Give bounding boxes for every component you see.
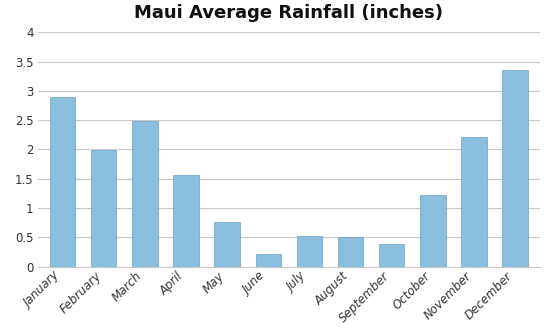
Bar [214, 222, 240, 267]
Bar [338, 237, 363, 267]
Bar [420, 195, 446, 267]
Bar [50, 97, 75, 267]
Bar [132, 121, 158, 267]
Bar [256, 254, 281, 267]
Bar [503, 70, 528, 267]
Bar [296, 236, 322, 267]
Bar [91, 150, 116, 267]
Bar [173, 175, 199, 267]
Bar [461, 137, 487, 267]
Bar [379, 244, 404, 267]
Title: Maui Average Rainfall (inches): Maui Average Rainfall (inches) [134, 4, 443, 22]
